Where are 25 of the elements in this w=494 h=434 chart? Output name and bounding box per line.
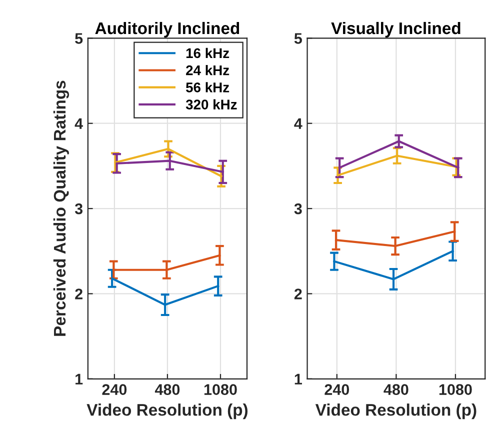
legend-label: 56 kHz: [186, 82, 230, 92]
y-tick-label: 1: [76, 374, 83, 384]
chart-title: Visually Inclined: [331, 22, 460, 38]
y-tick-label: 4: [294, 118, 302, 129]
x-axis-title: Video Resolution (p): [86, 404, 248, 420]
chart-title: Auditorily Inclined: [95, 22, 240, 38]
y-tick-label: 4: [74, 118, 83, 129]
x-tick-label: 240: [324, 384, 350, 395]
x-tick-label: 480: [384, 384, 408, 395]
y-tick-label: 5: [294, 33, 302, 44]
y-tick-label: 5: [75, 33, 83, 44]
legend-label: 320 kHz: [186, 99, 237, 110]
legend-label: 24 kHz: [186, 65, 230, 76]
x-tick-label: 1080: [204, 384, 237, 395]
legend-label: 16 kHz: [186, 48, 230, 58]
y-tick-label: 3: [294, 203, 302, 214]
x-tick-label: 240: [102, 384, 127, 395]
y-tick-label: 1: [294, 374, 302, 384]
x-tick-label: 1080: [439, 384, 472, 395]
y-tick-label: 2: [294, 288, 302, 300]
x-tick-label: 480: [154, 384, 180, 395]
y-axis-title: Perceived Audio Quality Ratings: [53, 80, 70, 336]
x-axis-title: Video Resolution (p): [315, 404, 476, 420]
y-tick-label: 3: [74, 203, 83, 214]
y-tick-label: 2: [75, 288, 82, 300]
